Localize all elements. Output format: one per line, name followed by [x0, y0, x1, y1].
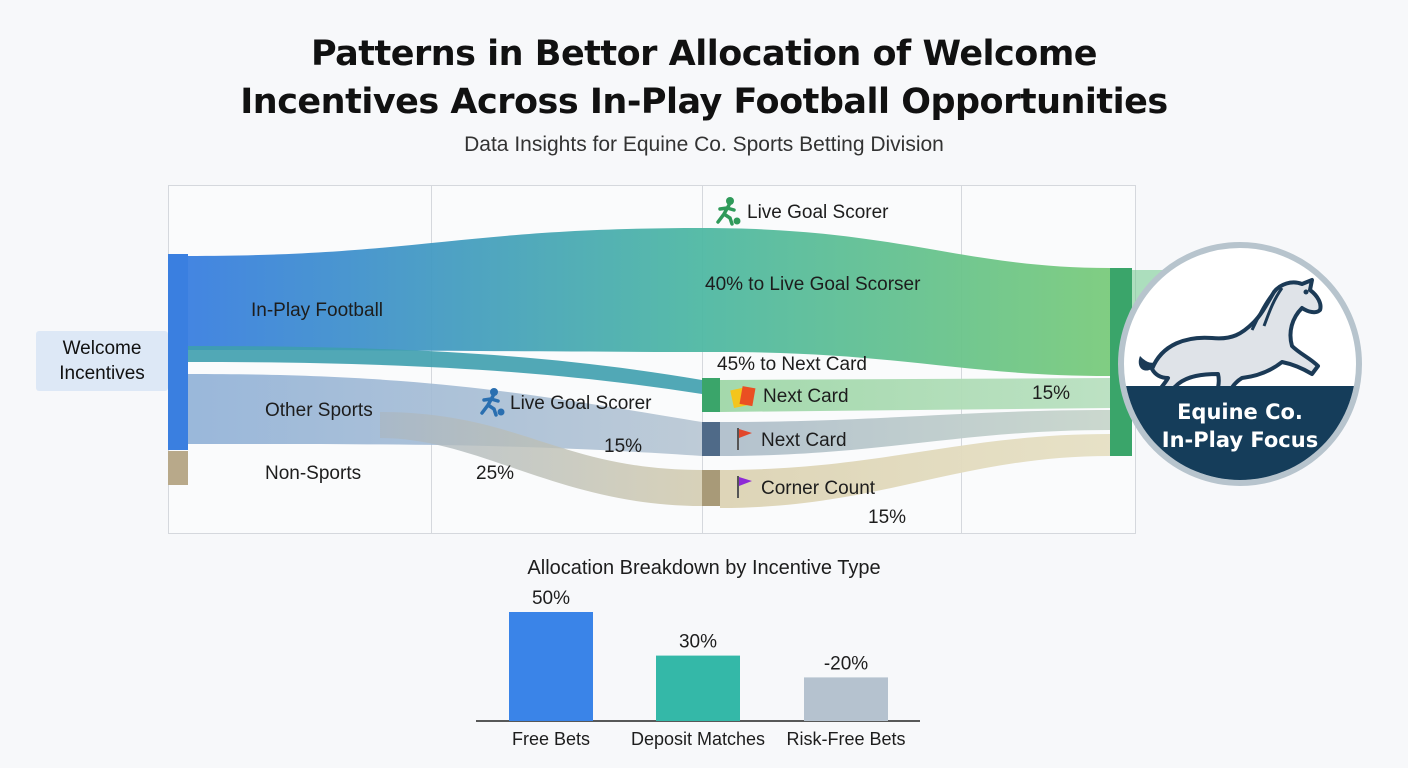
annotation-live-goal-scorer: Live Goal Scorer [510, 393, 652, 414]
soccer-player-icon [716, 197, 741, 226]
bar-deposit-matches [656, 655, 740, 721]
bar-category-label: Risk-Free Bets [786, 729, 905, 749]
bar-chart-title: Allocation Breakdown by Incentive Type [527, 557, 881, 579]
node-welcome-incentives [168, 254, 188, 450]
title-line-2: Incentives Across In-Play Football Oppor… [240, 82, 1168, 122]
flow-next-card-to-output [720, 378, 1110, 412]
bar-category-label: Free Bets [512, 729, 590, 749]
chart-subtitle: Data Insights for Equine Co. Sports Bett… [464, 133, 944, 156]
purple-corner-flag-icon [737, 476, 752, 498]
bar-value-label: 30% [679, 632, 717, 653]
node-corner-count [702, 470, 720, 506]
target-label-next-card: Next Card [763, 386, 849, 407]
target-label-next-card-2: Next Card [761, 430, 847, 451]
flow-next-card-2-to-output [720, 410, 1110, 456]
bar-value-label: -20% [824, 653, 868, 674]
bar-value-label: 50% [532, 588, 570, 609]
flow-corner-count-to-output [720, 434, 1110, 508]
bar-risk-free-bets [804, 677, 888, 721]
red-flag-icon [737, 428, 752, 450]
bar-category-label: Deposit Matches [631, 729, 765, 749]
node-next-card-2 [702, 422, 720, 456]
grid-line [702, 185, 703, 534]
yellow-red-card-icon [730, 386, 756, 409]
target-label-corner-count: Corner Count [761, 478, 876, 499]
link-label-ipf-lgs: 40% to Live Goal Scorser [705, 274, 921, 295]
source-label-line-1: Welcome [62, 338, 142, 359]
flow-other-sports-to-corner-count [380, 412, 702, 506]
badge-text: Equine Co. In-Play Focus [1124, 398, 1356, 454]
soccer-player-icon [480, 388, 505, 417]
node-non-sports [168, 451, 188, 485]
chart-title: Patterns in Bettor Allocation of Welcome… [0, 30, 1408, 126]
category-label-other-sports: Other Sports [265, 400, 373, 421]
category-label-in-play-football: In-Play Football [251, 300, 384, 321]
category-label-non-sports: Non-Sports [265, 463, 362, 484]
flow-in-play-to-next-card [188, 346, 702, 394]
target-label-live-goal-scorer: Live Goal Scorer [747, 202, 889, 223]
badge-banner [1124, 386, 1356, 480]
source-label: Welcome Incentives [59, 336, 145, 386]
title-line-1: Patterns in Bettor Allocation of Welcome [310, 34, 1098, 74]
source-label-line-2: Incentives [59, 363, 145, 384]
link-label-os-nc: 15% [604, 436, 643, 457]
source-node-label: Welcome Incentives [36, 331, 168, 391]
flow-in-play-to-live-goal-scorer [188, 228, 1110, 376]
link-label-ipf-nc: 45% to Next Card [717, 354, 867, 375]
link-label-nc-out: 15% [1032, 383, 1071, 404]
badge-line-1: Equine Co. [1177, 400, 1303, 424]
link-label-cc-out: 15% [868, 507, 907, 528]
node-next-card [702, 378, 720, 412]
bar-free-bets [509, 612, 593, 721]
badge-line-2: In-Play Focus [1161, 428, 1319, 452]
flow-other-sports-to-next-card [188, 374, 702, 456]
equine-co-badge: Equine Co. In-Play Focus [1118, 242, 1362, 486]
link-label-ns-cc: 25% [476, 463, 515, 484]
